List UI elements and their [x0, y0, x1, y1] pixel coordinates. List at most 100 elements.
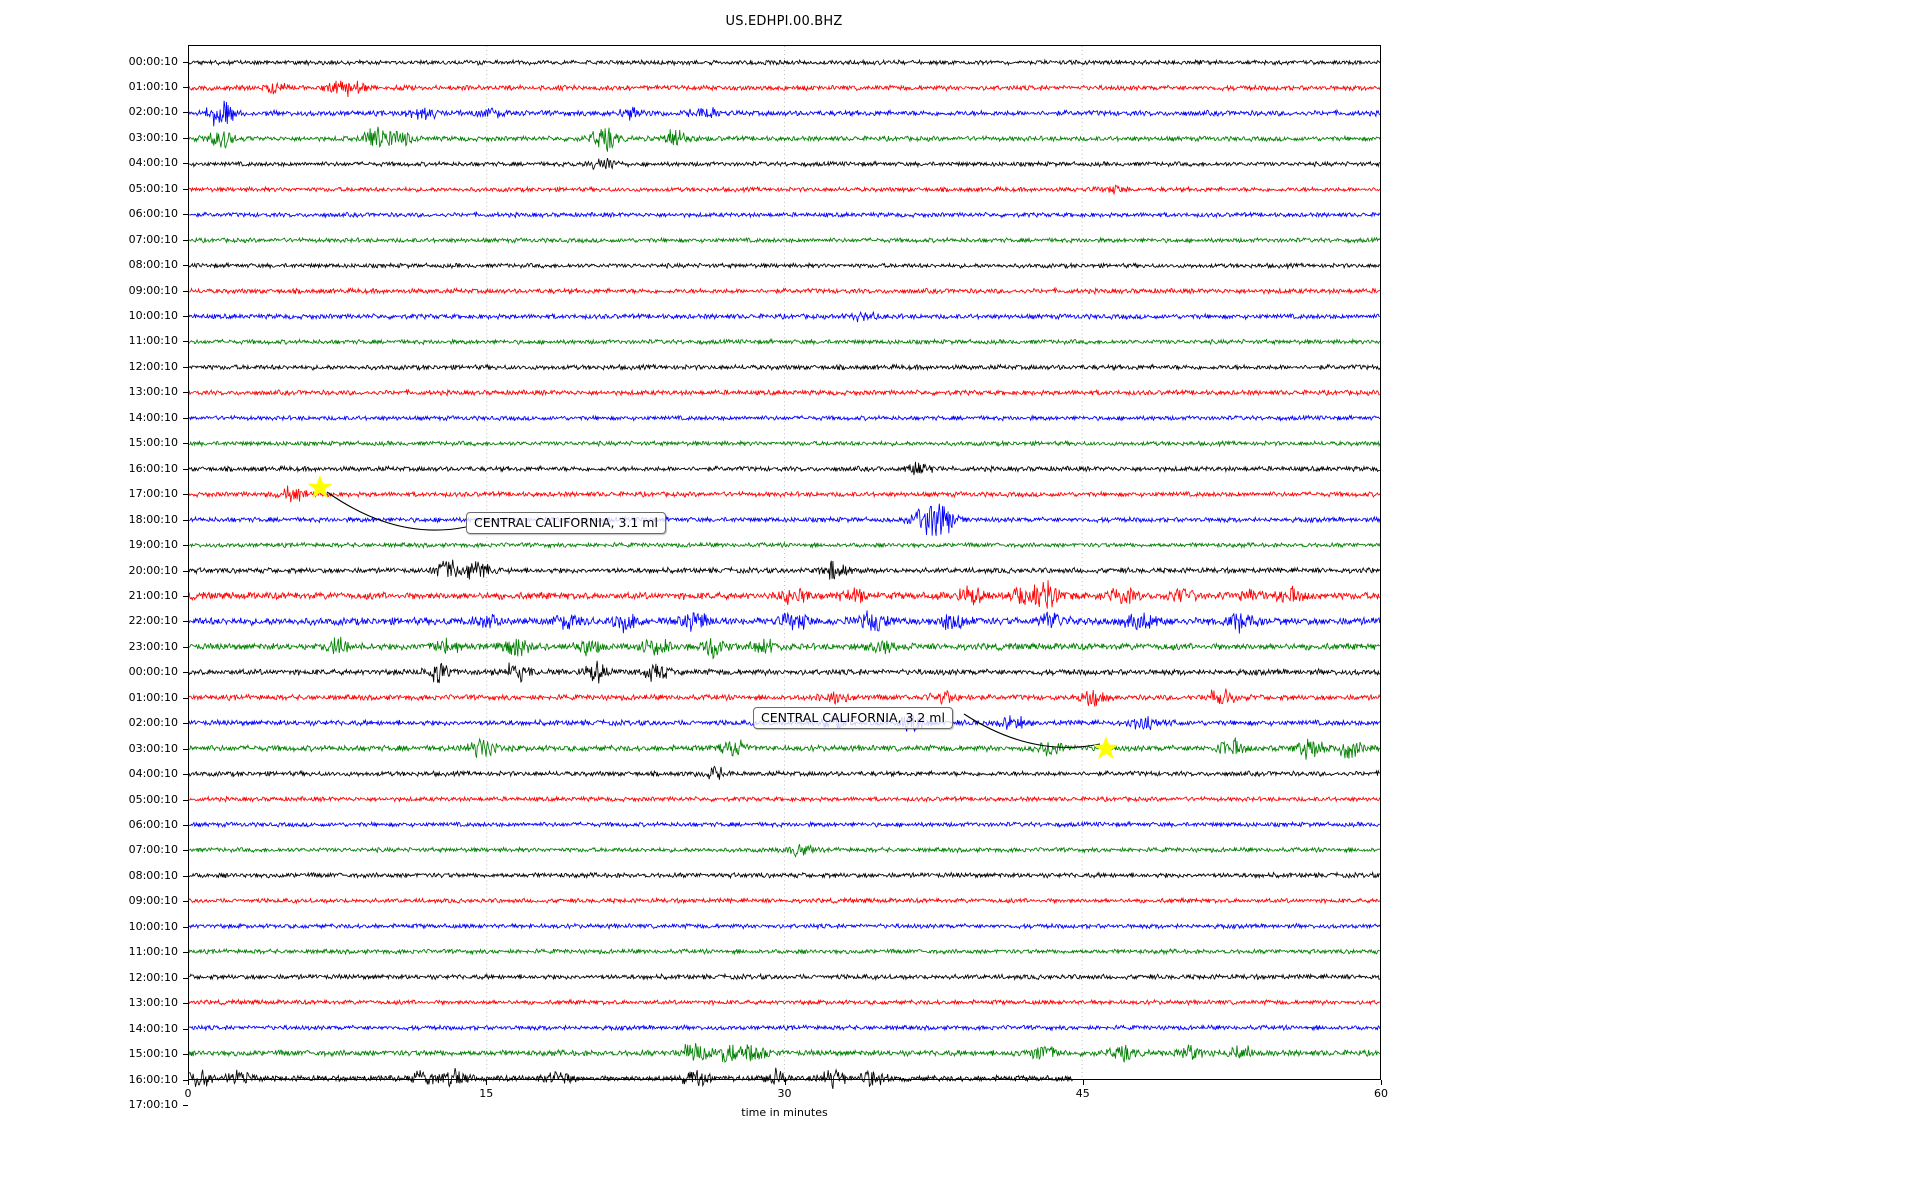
y-tick-label: 00:00:10: [128, 54, 178, 68]
trace-line: [188, 485, 1381, 503]
y-tick-label: 13:00:10: [128, 385, 178, 399]
x-tick-label: 60: [1374, 1087, 1388, 1100]
y-tick-mark: [183, 926, 188, 928]
seismogram-traces: [188, 58, 1381, 1090]
y-tick-label: 06:00:10: [128, 207, 178, 221]
trace-line: [188, 461, 1380, 476]
y-tick-label: 06:00:10: [128, 818, 178, 831]
trace-line: [188, 310, 1380, 323]
y-tick-mark: [183, 1054, 188, 1056]
trace-line: [188, 580, 1380, 609]
y-tick-label: 07:00:10: [128, 843, 178, 857]
y-tick-mark: [183, 239, 188, 241]
y-tick-mark: [183, 443, 188, 445]
event-label-box[interactable]: CENTRAL CALIFORNIA, 3.1 ml: [466, 512, 666, 535]
trace-line: [188, 126, 1381, 152]
y-tick-mark: [183, 748, 188, 750]
y-tick-label: 17:00:10: [128, 487, 178, 501]
y-tick-mark: [183, 621, 188, 623]
y-tick-mark: [183, 850, 188, 852]
y-tick-label: 08:00:10: [128, 868, 178, 882]
trace-line: [188, 414, 1381, 422]
trace-line: [188, 610, 1381, 634]
y-tick-label: 00:00:10: [128, 665, 178, 679]
trace-line: [188, 80, 1381, 98]
y-tick-mark: [183, 799, 188, 801]
y-tick-mark: [183, 137, 188, 139]
trace-line: [188, 157, 1381, 171]
y-tick-label: 23:00:10: [128, 639, 178, 653]
trace-line: [188, 559, 1381, 580]
y-tick-mark: [183, 977, 188, 979]
trace-line: [188, 261, 1381, 270]
x-tick-mark: [1082, 1080, 1084, 1085]
y-tick-label: 04:00:10: [128, 767, 178, 781]
y-tick-label: 13:00:10: [128, 996, 178, 1010]
y-tick-mark: [183, 86, 188, 88]
y-tick-label: 05:00:10: [128, 792, 178, 806]
trace-line: [188, 439, 1381, 448]
y-tick-label: 17:00:10: [128, 1097, 178, 1111]
y-tick-mark: [183, 163, 188, 165]
y-tick-mark: [183, 341, 188, 343]
y-tick-mark: [183, 545, 188, 547]
trace-line: [188, 286, 1381, 296]
x-tick-mark: [188, 1080, 189, 1085]
y-tick-label: 19:00:10: [128, 538, 178, 552]
y-tick-mark: [183, 392, 188, 394]
y-tick-label: 18:00:10: [128, 512, 178, 526]
trace-line: [188, 184, 1381, 195]
trace-line: [188, 998, 1381, 1007]
trace-line: [188, 820, 1381, 829]
trace-line: [188, 765, 1381, 780]
y-tick-label: 16:00:10: [128, 461, 178, 475]
y-tick-mark: [183, 519, 188, 521]
trace-line: [189, 972, 1381, 982]
y-tick-mark: [183, 1079, 188, 1081]
trace-line: [188, 922, 1381, 931]
y-tick-label: 20:00:10: [128, 563, 178, 577]
y-tick-label: 03:00:10: [128, 741, 178, 755]
trace-line: [188, 236, 1381, 245]
y-tick-label: 04:00:10: [128, 156, 178, 170]
x-tick-mark: [784, 1080, 786, 1085]
trace-line: [188, 388, 1381, 397]
x-tick-mark: [1381, 1080, 1382, 1085]
y-tick-label: 10:00:10: [128, 309, 178, 322]
trace-line: [189, 795, 1381, 803]
y-tick-label: 05:00:10: [128, 181, 178, 195]
trace-line: [188, 896, 1381, 905]
y-tick-mark: [183, 214, 188, 216]
trace-line: [188, 1043, 1381, 1063]
x-tick-mark: [486, 1080, 488, 1085]
y-tick-label: 12:00:10: [128, 359, 178, 373]
trace-line: [188, 337, 1381, 346]
y-tick-mark: [183, 366, 188, 368]
page-title: US.EDHPI.00.BHZ: [725, 14, 843, 29]
y-tick-label: 09:00:10: [128, 283, 178, 297]
trace-line: [188, 1024, 1381, 1032]
y-tick-label: 09:00:10: [128, 894, 178, 908]
y-tick-mark: [183, 265, 188, 267]
y-tick-mark: [183, 1028, 188, 1030]
y-tick-mark: [183, 723, 188, 725]
y-tick-mark: [183, 316, 188, 317]
y-tick-mark: [183, 952, 188, 954]
x-tick-label: 45: [1075, 1087, 1090, 1100]
y-tick-label: 07:00:10: [128, 232, 178, 246]
y-tick-mark: [183, 188, 188, 190]
trace-line: [189, 843, 1381, 858]
trace-line: [189, 210, 1381, 219]
y-tick-mark: [183, 112, 188, 114]
event-label-box[interactable]: CENTRAL CALIFORNIA, 3.2 ml: [753, 707, 953, 730]
y-tick-mark: [183, 672, 188, 674]
y-tick-mark: [183, 875, 188, 877]
trace-line: [188, 100, 1381, 127]
trace-line: [188, 660, 1381, 684]
y-tick-label: 21:00:10: [128, 588, 178, 602]
y-tick-label: 02:00:10: [128, 105, 178, 119]
trace-line: [188, 688, 1381, 707]
y-tick-label: 11:00:10: [128, 334, 178, 348]
y-tick-mark: [183, 417, 188, 419]
